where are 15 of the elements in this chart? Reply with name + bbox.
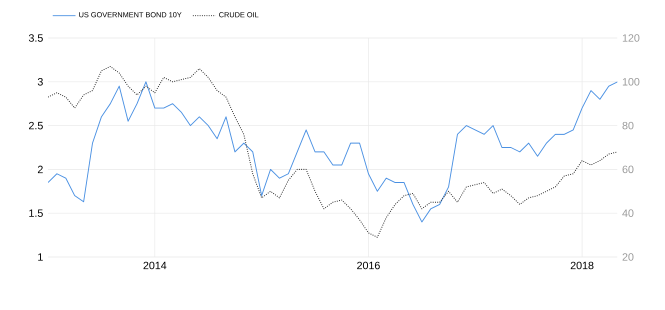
x-tick-label: 2014: [144, 262, 166, 270]
y-tick-label: 2: [38, 166, 43, 174]
y2-tick-label: 60: [622, 166, 634, 174]
y-tick-label: 1.5: [29, 209, 43, 217]
y-tick-label: 2.5: [29, 122, 43, 130]
x-tick-label: 2018: [570, 262, 594, 270]
x-tick-label: 2016: [357, 262, 380, 270]
y2-tick-label: 80: [622, 122, 634, 130]
y2-tick-label: 120: [622, 34, 640, 42]
y2-tick-label: 40: [622, 209, 634, 217]
y-tick-label: 1: [38, 253, 43, 261]
y-tick-label: 3: [38, 78, 43, 86]
y2-tick-label: 100: [622, 78, 640, 86]
y2-tick-label: 20: [622, 253, 634, 261]
y-tick-label: 3.5: [28, 34, 43, 42]
